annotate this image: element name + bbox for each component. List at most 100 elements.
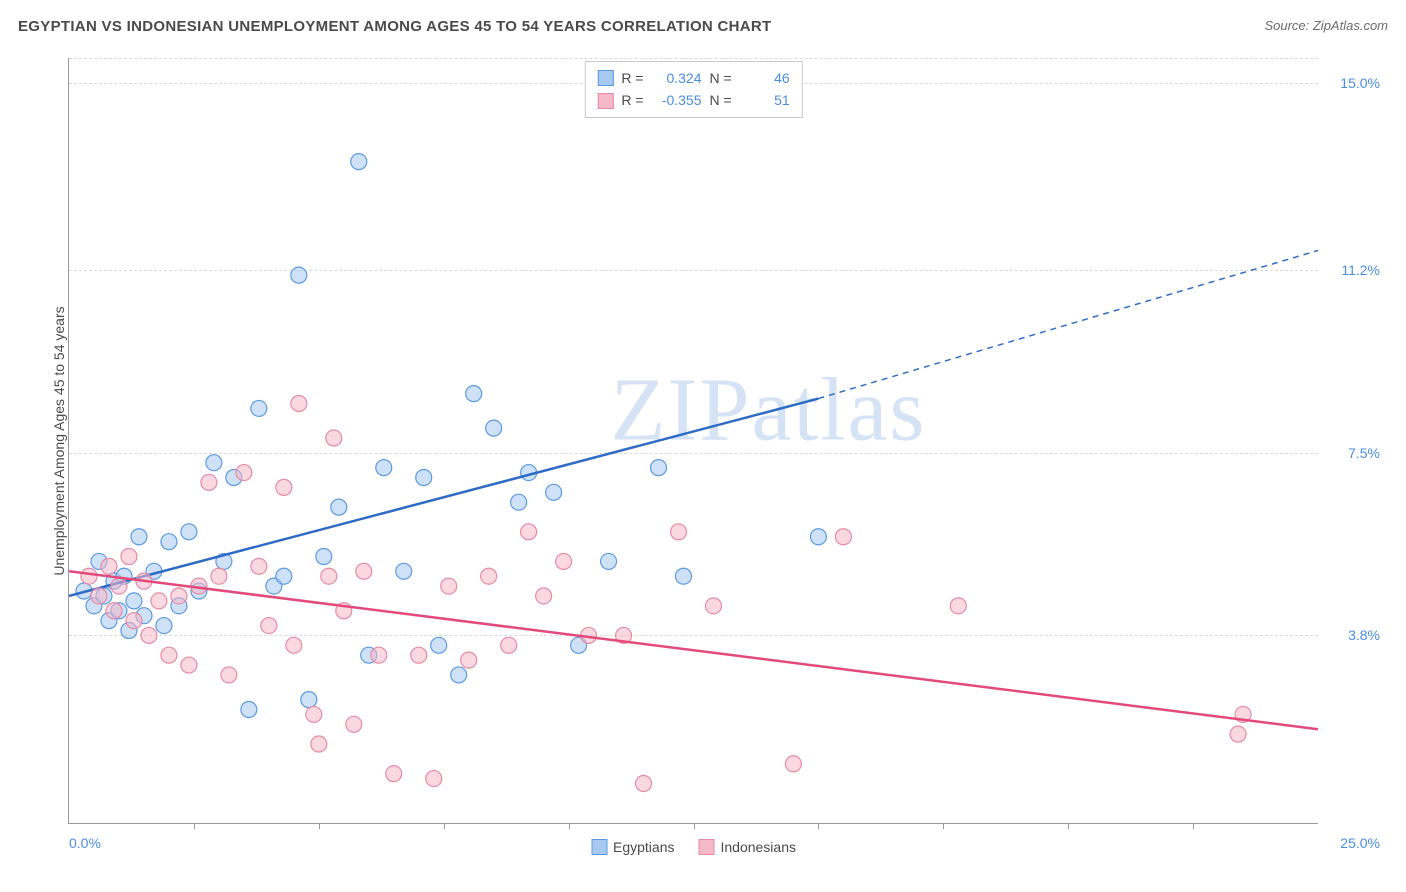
data-point	[106, 603, 122, 619]
source-credit: Source: ZipAtlas.com	[1264, 18, 1388, 33]
data-point	[351, 154, 367, 170]
legend-r-label: R =	[621, 89, 643, 111]
data-point	[416, 470, 432, 486]
trend-line-extrapolated	[818, 250, 1318, 398]
data-point	[501, 637, 517, 653]
x-tick	[194, 823, 195, 829]
y-tick-label: 7.5%	[1348, 445, 1380, 461]
legend-n-label: N =	[710, 89, 732, 111]
data-point	[466, 386, 482, 402]
legend-item-indonesians: Indonesians	[698, 839, 796, 855]
data-point	[161, 534, 177, 550]
data-point	[126, 613, 142, 629]
data-point	[486, 420, 502, 436]
x-axis-start-label: 0.0%	[69, 835, 101, 851]
y-tick-label: 3.8%	[1348, 627, 1380, 643]
data-point	[276, 568, 292, 584]
data-point	[236, 465, 252, 481]
data-point	[426, 771, 442, 787]
data-point	[371, 647, 387, 663]
legend-row-egyptians: R = 0.324 N = 46	[597, 67, 789, 89]
x-axis-end-label: 25.0%	[1340, 835, 1380, 851]
data-point	[91, 588, 107, 604]
scatter-plot	[69, 58, 1318, 823]
data-point	[950, 598, 966, 614]
data-point	[221, 667, 237, 683]
legend-item-egyptians: Egyptians	[591, 839, 674, 855]
data-point	[396, 563, 412, 579]
y-axis-label: Unemployment Among Ages 45 to 54 years	[51, 306, 67, 575]
plot-area: Unemployment Among Ages 45 to 54 years Z…	[68, 58, 1318, 824]
chart-container: EGYPTIAN VS INDONESIAN UNEMPLOYMENT AMON…	[18, 18, 1388, 874]
data-point	[111, 578, 127, 594]
data-point	[181, 524, 197, 540]
data-point	[126, 593, 142, 609]
data-point	[785, 756, 801, 772]
data-point	[536, 588, 552, 604]
swatch-egyptians-icon	[597, 70, 613, 86]
legend-n-value-egy: 46	[740, 67, 790, 89]
legend-correlation: R = 0.324 N = 46 R = -0.355 N = 51	[584, 61, 802, 118]
data-point	[461, 652, 477, 668]
data-point	[306, 706, 322, 722]
data-point	[346, 716, 362, 732]
data-point	[810, 529, 826, 545]
x-tick	[1193, 823, 1194, 829]
data-point	[1230, 726, 1246, 742]
legend-r-value-ind: -0.355	[652, 89, 702, 111]
x-tick	[444, 823, 445, 829]
data-point	[705, 598, 721, 614]
data-point	[636, 776, 652, 792]
data-point	[301, 692, 317, 708]
data-point	[451, 667, 467, 683]
data-point	[241, 701, 257, 717]
legend-row-indonesians: R = -0.355 N = 51	[597, 89, 789, 111]
x-tick	[569, 823, 570, 829]
data-point	[481, 568, 497, 584]
swatch-indonesians-icon	[698, 839, 714, 855]
data-point	[651, 460, 667, 476]
data-point	[156, 618, 172, 634]
data-point	[311, 736, 327, 752]
data-point	[251, 400, 267, 416]
x-tick	[818, 823, 819, 829]
data-point	[101, 558, 117, 574]
data-point	[671, 524, 687, 540]
y-tick-label: 15.0%	[1340, 75, 1380, 91]
data-point	[376, 460, 392, 476]
data-point	[601, 553, 617, 569]
data-point	[441, 578, 457, 594]
data-point	[161, 647, 177, 663]
data-point	[121, 548, 137, 564]
data-point	[511, 494, 527, 510]
data-point	[151, 593, 167, 609]
x-tick	[319, 823, 320, 829]
data-point	[386, 766, 402, 782]
data-point	[431, 637, 447, 653]
legend-r-label: R =	[621, 67, 643, 89]
trend-line	[69, 399, 818, 596]
data-point	[81, 568, 97, 584]
data-point	[206, 455, 222, 471]
data-point	[291, 395, 307, 411]
data-point	[411, 647, 427, 663]
swatch-egyptians-icon	[591, 839, 607, 855]
x-tick	[694, 823, 695, 829]
x-tick	[1068, 823, 1069, 829]
data-point	[521, 524, 537, 540]
swatch-indonesians-icon	[597, 93, 613, 109]
x-tick	[943, 823, 944, 829]
data-point	[835, 529, 851, 545]
data-point	[131, 529, 147, 545]
y-tick-label: 11.2%	[1341, 262, 1380, 278]
data-point	[676, 568, 692, 584]
data-point	[261, 618, 277, 634]
data-point	[171, 588, 187, 604]
legend-n-label: N =	[710, 67, 732, 89]
data-point	[141, 627, 157, 643]
data-point	[276, 479, 292, 495]
legend-r-value-egy: 0.324	[652, 67, 702, 89]
data-point	[211, 568, 227, 584]
data-point	[356, 563, 372, 579]
data-point	[291, 267, 307, 283]
